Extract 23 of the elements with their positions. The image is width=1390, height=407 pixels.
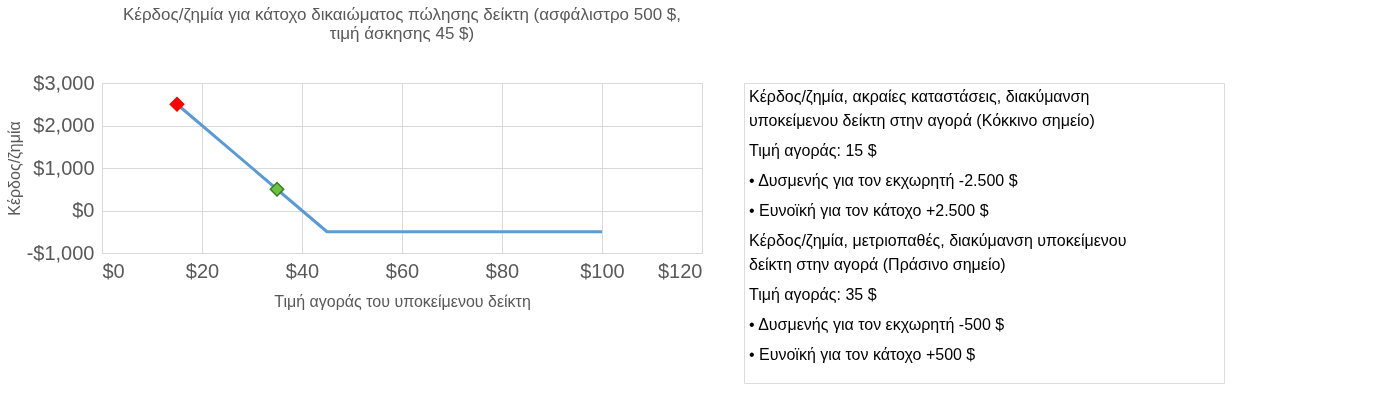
text: • Δυσμενής για τον εκχωρητή -500 $ — [749, 316, 1005, 333]
chart-title: Κέρδος/ζημία για κάτοχο δικαιώματος πώλησης δείκτη (ασφάλιστρο 500 $, τιμή άσκησης 45 $) — [122, 5, 682, 43]
x-tick-label: $80 — [485, 259, 520, 282]
text: Τιμή αγοράς: 35 $ — [749, 286, 877, 303]
x-tick-label: $0 — [102, 259, 125, 282]
y-tick-label: $2,000 — [33, 114, 95, 136]
y-tick-label: $3,000 — [33, 71, 95, 94]
text: • Δυσμενής για τον εκχωρητή -2.500 $ — [749, 172, 1018, 189]
y-tick-label: $0 — [72, 199, 95, 221]
x-tick-label: $100 — [580, 259, 625, 282]
x-tick-label: $20 — [185, 259, 220, 282]
y-axis-title: Κέρδος/ζημία — [5, 121, 24, 216]
text: • Ευνοϊκή για τον κάτοχο +2.500 $ — [749, 202, 989, 219]
text: • Ευνοϊκή για τον κάτοχο +500 $ — [749, 346, 976, 363]
x-tick-label: $40 — [285, 259, 320, 282]
y-tick-label: -$1,000 — [26, 241, 95, 264]
x-axis-title: Τιμή αγοράς του υποκείμενου δείκτη — [274, 292, 531, 310]
text: Κέρδος/ζημία, μετριοπαθές, διακύμανση υποκείμενου δείκτη στην αγορά (Πράσινο σημείο) — [749, 232, 1127, 273]
x-tick-label: $120 — [658, 259, 703, 282]
y-tick-label: $1,000 — [33, 156, 95, 179]
x-tick-label: $60 — [385, 259, 420, 282]
text: Κέρδος/ζημία, ακραίες καταστάσεις, διακύμανση υποκείμενου δείκτη στην αγορά (Κόκκινο σημείο) — [749, 88, 1095, 129]
text: Τιμή αγοράς: 15 $ — [749, 142, 877, 159]
